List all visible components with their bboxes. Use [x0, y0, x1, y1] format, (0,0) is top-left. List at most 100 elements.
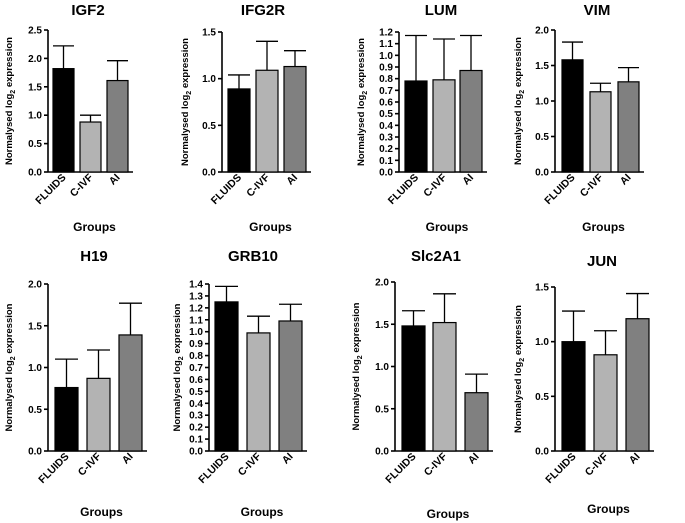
- bar-fluids: [227, 88, 251, 173]
- y-tick-label: 0.8: [189, 351, 203, 362]
- x-axis-label: Groups: [426, 220, 469, 234]
- x-axis-label: Groups: [427, 507, 470, 521]
- y-tick-label: 0.2: [189, 423, 203, 434]
- x-tick-label: AI: [627, 451, 643, 467]
- y-tick-label: 0.5: [535, 392, 549, 403]
- y-tick-label: 0.7: [189, 363, 203, 374]
- y-tick-label: 2.0: [535, 26, 549, 37]
- bar-ai: [625, 318, 650, 452]
- x-tick-label: C-IVF: [583, 450, 611, 478]
- y-tick-label: 2.0: [28, 280, 42, 291]
- chart-title: Slc2A1: [411, 248, 461, 265]
- y-tick-label: 0.5: [189, 387, 203, 398]
- bar-fluids: [401, 325, 426, 452]
- x-tick-label: AI: [460, 172, 476, 188]
- x-tick-label: C-IVF: [244, 171, 272, 199]
- chart-title: LUM: [425, 2, 458, 19]
- y-tick-label: 0.4: [189, 399, 203, 410]
- x-axis-label: Groups: [249, 220, 292, 234]
- y-tick-label: 0.1: [379, 156, 393, 167]
- y-tick-label: 1.0: [189, 327, 203, 338]
- x-tick-label: AI: [284, 172, 300, 188]
- y-tick-label: 0.0: [28, 168, 42, 179]
- chart-ifg2r: IFG2R 0.0 0.5 1.0 1.5 Normalysed log2 express…: [180, 2, 311, 234]
- x-axis-label: Groups: [73, 220, 116, 234]
- y-tick-label: 2.5: [28, 26, 42, 37]
- bar-ai: [283, 65, 307, 173]
- y-tick-label: 0.0: [189, 447, 203, 458]
- y-tick-label: 1.5: [535, 61, 549, 72]
- y-tick-label: 1.0: [379, 51, 393, 62]
- y-axis-label: Normalysed log2 expression: [513, 305, 526, 433]
- x-tick-label: AI: [107, 172, 123, 188]
- bar-fluids: [214, 301, 239, 452]
- bar-c-ivf: [86, 377, 111, 452]
- y-tick-label: 0.5: [28, 139, 42, 150]
- bar-fluids: [52, 68, 75, 173]
- y-tick-label: 1.2: [379, 28, 393, 39]
- chart-title: H19: [80, 248, 108, 265]
- bar-c-ivf: [589, 91, 612, 173]
- y-tick-label: 0.1: [189, 435, 203, 446]
- y-tick-label: 0.3: [379, 133, 393, 144]
- y-tick-label: 0.0: [535, 447, 549, 458]
- y-tick-label: 0.5: [375, 404, 389, 415]
- bar-c-ivf: [432, 79, 456, 173]
- x-tick-label: AI: [120, 451, 136, 467]
- y-axis-label: Normalysed log2 expression: [4, 37, 17, 165]
- chart-slc2a1: Slc2A1 0.0 0.5 1.0 1.5 2.0 Normalysed log2 exp…: [351, 248, 493, 521]
- x-tick-label: C-IVF: [421, 171, 449, 199]
- y-tick-label: 0.5: [28, 405, 42, 416]
- bar-c-ivf: [593, 354, 618, 452]
- y-tick-label: 1.3: [189, 291, 203, 302]
- x-axis-label: Groups: [80, 505, 123, 519]
- y-tick-label: 0.4: [379, 121, 393, 132]
- chart-vim: VIM 0.0 0.5 1.0 1.5 2.0 Normalysed log2 expres…: [513, 2, 644, 234]
- y-tick-label: 0.9: [189, 339, 203, 350]
- y-tick-label: 0.5: [202, 121, 216, 132]
- y-tick-label: 1.5: [202, 28, 216, 39]
- bar-ai: [106, 79, 129, 173]
- x-axis-label: Groups: [241, 505, 284, 519]
- bar-fluids: [561, 59, 584, 173]
- bar-ai: [459, 69, 483, 173]
- y-tick-label: 1.0: [28, 363, 42, 374]
- chart-lum: LUM 0.00.10.20.30.40.50.60.70.80.91.01.11…: [356, 2, 487, 234]
- x-axis-label: Groups: [582, 220, 625, 234]
- chart-title: IGF2: [71, 2, 104, 19]
- y-tick-label: 0.0: [535, 168, 549, 179]
- chart-title: VIM: [584, 2, 611, 19]
- y-tick-label: 1.1: [189, 315, 203, 326]
- y-tick-label: 0.0: [375, 447, 389, 458]
- y-axis-label: Normalysed log2 expression: [356, 38, 369, 166]
- bar-c-ivf: [246, 332, 271, 452]
- bar-c-ivf: [79, 121, 102, 173]
- chart-grb10: GRB100.00.10.20.30.40.50.60.70.80.91.01.…: [172, 248, 307, 519]
- y-axis-label: Normalysed log2 expression: [172, 303, 185, 431]
- y-axis-label: Normalysed log2 expression: [180, 38, 193, 166]
- y-tick-label: 1.0: [28, 111, 42, 122]
- bar-ai: [278, 320, 303, 452]
- y-tick-label: 1.5: [28, 321, 42, 332]
- y-tick-label: 0.5: [535, 132, 549, 143]
- x-tick-label: C-IVF: [422, 450, 450, 478]
- bar-c-ivf: [255, 69, 279, 173]
- x-tick-label: AI: [618, 172, 634, 188]
- bar-ai: [464, 392, 489, 452]
- bar-ai: [617, 81, 640, 173]
- bar-fluids: [404, 80, 428, 173]
- chart-igf2: IGF2 0.0 0.5 1.0 1.5 2.0 2.5 Normalysed log2 ex…: [4, 2, 133, 234]
- bar-ai: [118, 334, 143, 452]
- y-axis-label: Normalysed log2 expression: [4, 303, 17, 431]
- y-tick-label: 1.1: [379, 39, 393, 50]
- x-tick-label: AI: [280, 451, 296, 467]
- y-tick-label: 2.0: [28, 54, 42, 65]
- y-tick-label: 1.5: [535, 283, 549, 294]
- chart-title: JUN: [587, 253, 617, 270]
- y-tick-label: 0.0: [28, 447, 42, 458]
- x-tick-label: C-IVF: [68, 171, 96, 199]
- chart-jun: JUN 0.0 0.5 1.0 1.5 Normalysed log2 expressio…: [513, 253, 654, 516]
- y-tick-label: 1.0: [375, 362, 389, 373]
- x-axis-label: Groups: [587, 502, 630, 516]
- x-tick-label: AI: [466, 451, 482, 467]
